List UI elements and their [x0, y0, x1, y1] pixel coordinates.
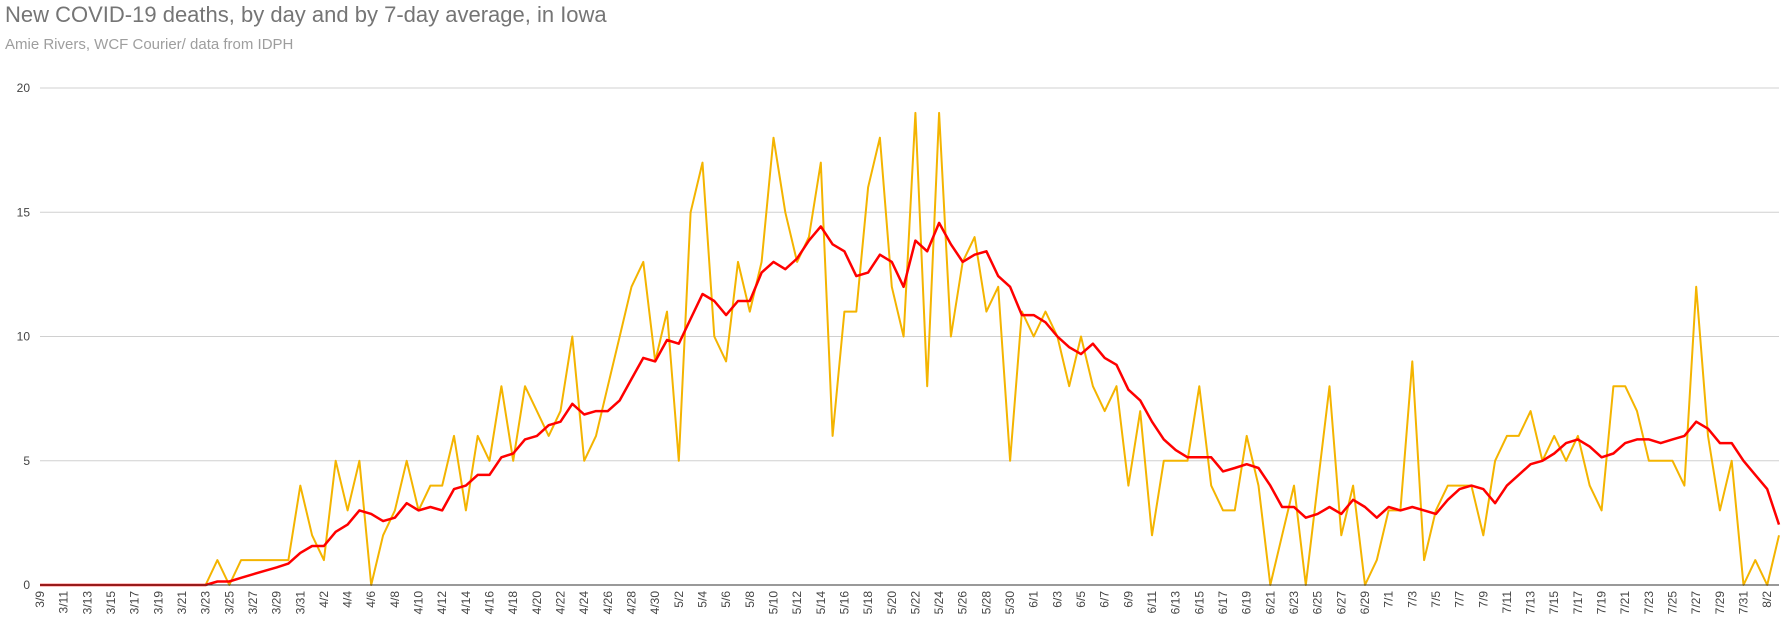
- y-tick-label: 15: [17, 205, 31, 219]
- x-tick-label: 7/21: [1618, 591, 1632, 615]
- x-tick-label: 7/17: [1571, 591, 1585, 615]
- x-tick-label: 7/13: [1524, 591, 1538, 615]
- x-tick-label: 3/25: [222, 591, 236, 615]
- x-tick-label: 7/31: [1737, 591, 1751, 615]
- x-tick-label: 6/29: [1358, 591, 1372, 615]
- x-tick-label: 7/1: [1382, 591, 1396, 608]
- x-tick-label: 5/26: [956, 591, 970, 615]
- x-tick-label: 3/19: [151, 591, 165, 615]
- x-tick-label: 7/29: [1713, 591, 1727, 615]
- x-tick-label: 6/27: [1334, 591, 1348, 615]
- x-tick-label: 7/23: [1642, 591, 1656, 615]
- x-tick-label: 6/15: [1192, 591, 1206, 615]
- x-tick-label: 7/25: [1666, 591, 1680, 615]
- y-tick-label: 0: [23, 578, 30, 592]
- x-tick-label: 4/6: [364, 591, 378, 608]
- x-tick-label: 8/2: [1760, 591, 1774, 608]
- x-tick-label: 4/8: [388, 591, 402, 608]
- chart-title: New COVID-19 deaths, by day and by 7-day…: [5, 2, 607, 27]
- x-tick-label: 4/30: [648, 591, 662, 615]
- x-tick-label: 5/30: [1003, 591, 1017, 615]
- x-tick-label: 3/23: [199, 591, 213, 615]
- x-tick-label: 5/24: [932, 591, 946, 615]
- x-tick-label: 5/28: [979, 591, 993, 615]
- x-tick-label: 5/8: [743, 591, 757, 608]
- x-tick-label: 3/29: [270, 591, 284, 615]
- chart-subtitle: Amie Rivers, WCF Courier/ data from IDPH: [5, 36, 294, 53]
- x-tick-label: 3/11: [57, 591, 71, 614]
- daily-deaths-line: [40, 111, 1780, 586]
- x-tick-label: 7/27: [1689, 591, 1703, 615]
- x-tick-label: 3/21: [175, 591, 189, 615]
- x-tick-label: 3/15: [104, 591, 118, 615]
- x-tick-label: 5/16: [837, 591, 851, 615]
- x-tick-label: 4/28: [624, 591, 638, 615]
- x-tick-label: 6/19: [1240, 591, 1254, 615]
- x-tick-label: 7/9: [1476, 591, 1490, 608]
- x-tick-label: 6/3: [1050, 591, 1064, 608]
- x-tick-label: 4/4: [341, 591, 355, 608]
- y-axis-ticks: 0 5 10 15 20: [17, 81, 31, 592]
- x-tick-label: 4/20: [530, 591, 544, 615]
- x-tick-label: 6/7: [1098, 591, 1112, 608]
- x-tick-label: 6/11: [1145, 591, 1159, 614]
- x-tick-label: 7/11: [1500, 591, 1514, 614]
- y-tick-label: 20: [17, 81, 31, 95]
- x-tick-label: 7/7: [1453, 591, 1467, 608]
- x-tick-label: 6/5: [1074, 591, 1088, 608]
- x-tick-label: 5/2: [672, 591, 686, 608]
- x-axis-ticks: 3/9 3/11 3/13 3/15 3/17 3/19 3/21 3/23 3/25 3/27 3…: [33, 591, 1774, 615]
- x-tick-label: 5/20: [885, 591, 899, 615]
- x-tick-label: 5/10: [766, 591, 780, 615]
- x-tick-label: 3/9: [33, 591, 47, 608]
- x-tick-label: 7/15: [1547, 591, 1561, 615]
- x-tick-label: 3/27: [246, 591, 260, 615]
- x-tick-label: 6/1: [1027, 591, 1041, 608]
- x-tick-label: 4/22: [554, 591, 568, 615]
- x-tick-label: 3/31: [293, 591, 307, 615]
- x-tick-label: 6/9: [1121, 591, 1135, 608]
- x-tick-label: 5/14: [814, 591, 828, 615]
- x-tick-label: 4/10: [412, 591, 426, 615]
- x-tick-label: 4/16: [483, 591, 497, 615]
- x-tick-label: 5/6: [719, 591, 733, 608]
- y-tick-label: 5: [23, 454, 30, 468]
- x-tick-label: 5/18: [861, 591, 875, 615]
- seven-day-average-line: [40, 221, 1781, 587]
- x-tick-label: 6/25: [1311, 591, 1325, 615]
- series-lines: [40, 111, 1781, 587]
- y-tick-label: 10: [17, 330, 31, 344]
- x-tick-label: 4/12: [435, 591, 449, 615]
- x-tick-label: 7/5: [1429, 591, 1443, 608]
- x-tick-label: 4/18: [506, 591, 520, 615]
- x-tick-label: 7/3: [1405, 591, 1419, 608]
- x-tick-label: 6/17: [1216, 591, 1230, 615]
- x-tick-label: 7/19: [1595, 591, 1609, 615]
- x-tick-label: 6/13: [1169, 591, 1183, 615]
- x-tick-label: 3/13: [80, 591, 94, 615]
- x-tick-label: 5/4: [695, 591, 709, 608]
- x-tick-label: 4/26: [601, 591, 615, 615]
- x-tick-label: 4/2: [317, 591, 331, 608]
- x-tick-label: 4/14: [459, 591, 473, 615]
- x-tick-label: 5/22: [908, 591, 922, 615]
- gridlines: [40, 87, 1779, 462]
- x-tick-label: 6/23: [1287, 591, 1301, 615]
- x-tick-label: 3/17: [128, 591, 142, 615]
- x-tick-label: 4/24: [577, 591, 591, 615]
- x-tick-label: 5/12: [790, 591, 804, 615]
- x-tick-label: 6/21: [1263, 591, 1277, 615]
